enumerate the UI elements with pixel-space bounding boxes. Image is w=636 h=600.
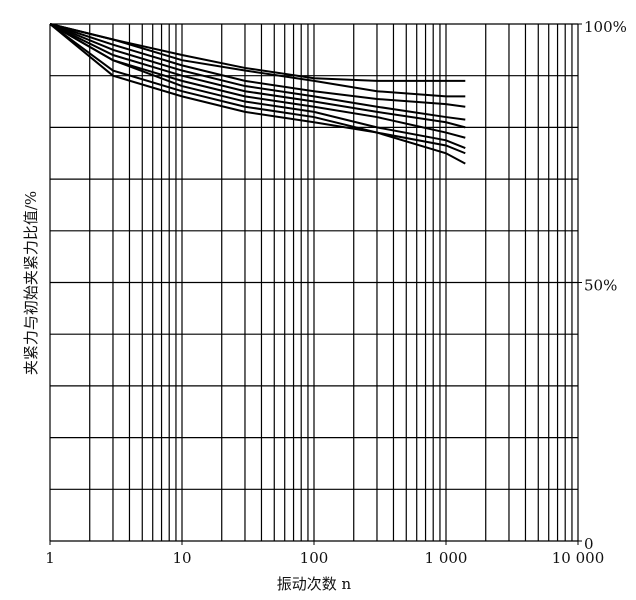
data-line [49, 23, 466, 165]
y-axis-label: 夹紧力与初始夹紧力比值/% [22, 191, 40, 375]
x-tick-label: 100 [300, 549, 329, 567]
x-tick-label: 1 [45, 549, 55, 567]
y-tick-label: 100% [584, 18, 627, 36]
data-line [49, 23, 466, 155]
data-line [49, 23, 466, 121]
x-axis-label: 振动次数 n [277, 575, 352, 593]
x-tick-label: 10 000 [552, 549, 605, 567]
y-tick-label: 50% [584, 277, 617, 295]
data-line [49, 23, 466, 108]
data-line [49, 23, 466, 98]
data-line [49, 23, 466, 129]
y-tick-label: 0 [584, 535, 594, 553]
data-line [49, 23, 466, 150]
x-tick-label: 1 000 [425, 549, 468, 567]
x-tick-label: 10 [172, 549, 191, 567]
